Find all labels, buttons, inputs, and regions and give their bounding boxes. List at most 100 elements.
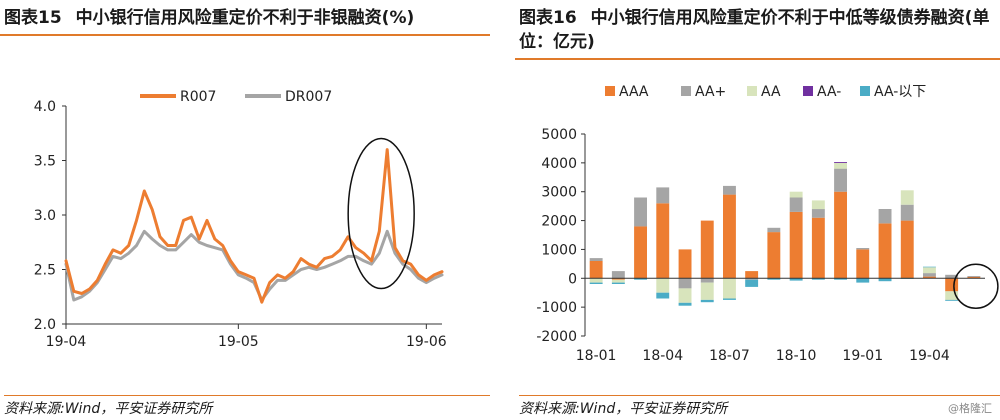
interbank-rate-line-chart: 2.0 2.5 3.0 3.5 4.0 19-04 19-05 19-06 R007 DR007 — [34, 89, 447, 350]
y-tick-label: 2000 — [541, 214, 577, 230]
x-tick-label: 19-01 — [842, 348, 883, 364]
bar-segment-18-08 — [745, 271, 759, 279]
bar-segment-18-04 — [656, 203, 670, 279]
bar-segment-19-04 — [923, 276, 936, 279]
bar-segment-18-12 — [834, 162, 847, 169]
bar-segment-18-05 — [678, 302, 692, 306]
legend-swatch-1 — [681, 86, 691, 96]
x-tick-label: 18-01 — [576, 348, 617, 364]
bar-segment-18-06 — [700, 299, 714, 303]
bar-segment-18-06 — [700, 278, 714, 283]
bar-segment-18-07 — [723, 278, 736, 299]
bar-segment-18-02 — [611, 279, 625, 283]
legend-label-dr007: DR007 — [285, 89, 332, 105]
bar-segment-19-02 — [878, 278, 892, 282]
figure-16-panel: 图表16 中小银行信用风险重定价不利于中低等级债券融资(单位：亿元) -2000-… — [515, 0, 1000, 420]
y-tick-label: 2.5 — [34, 263, 56, 279]
legend-swatch-3 — [803, 86, 813, 96]
bar-segment-19-01 — [856, 249, 870, 279]
y-tick-label: 3.0 — [34, 208, 56, 224]
bar-segment-18-12 — [834, 278, 847, 280]
figure-15-panel: 图表15 中小银行信用风险重定价不利于非银融资(%) 2.0 2.5 3.0 3.5 4.… — [0, 0, 490, 420]
x-tick-label: 18-10 — [776, 348, 817, 364]
bar-segment-19-04 — [923, 267, 936, 274]
figure-16-title: 图表16 中小银行信用风险重定价不利于中低等级债券融资(单位：亿元) — [515, 0, 1000, 60]
figure-15-title-text: 中小银行信用风险重定价不利于非银融资(%) — [75, 8, 415, 28]
bar-segment-18-08 — [745, 279, 759, 287]
bar-segment-18-05 — [678, 278, 692, 289]
y-tick-label: 5000 — [541, 127, 577, 143]
x-tick-label: 19-04 — [46, 334, 87, 350]
series-line-dr007 — [64, 229, 444, 302]
y-tick-label: 3.5 — [34, 154, 56, 170]
x-tick-label: 19-06 — [406, 334, 447, 350]
series-line-r007 — [64, 148, 444, 304]
legend-swatch-4 — [860, 86, 870, 96]
bar-segment-18-10 — [789, 197, 803, 212]
bar-segment-18-04 — [656, 187, 670, 204]
bar-segment-19-03 — [900, 220, 914, 279]
bar-segment-18-09 — [767, 232, 781, 279]
bar-segment-18-06 — [700, 220, 714, 279]
x-tick-label: 19-05 — [218, 334, 259, 350]
y-tick-label: 4.0 — [34, 99, 56, 115]
bar-segment-19-02 — [878, 209, 892, 224]
bar-segment-19-06 — [967, 276, 981, 277]
figure-15-title: 图表15 中小银行信用风险重定价不利于非银融资(%) — [0, 0, 490, 36]
figure-15-number: 图表15 — [4, 8, 62, 28]
bar-segment-18-12 — [834, 168, 847, 192]
x-tick-label: 18-07 — [709, 348, 750, 364]
y-tick-label: 3000 — [541, 185, 577, 201]
figure-16-title-text: 中小银行信用风险重定价不利于中低等级债券融资(单位：亿元) — [519, 8, 990, 52]
bar-segment-18-07 — [723, 298, 736, 300]
bar-segment-19-03 — [900, 190, 914, 205]
legend-swatch-2 — [747, 86, 757, 96]
bar-segment-19-02 — [878, 223, 892, 279]
bar-segment-19-05 — [945, 299, 959, 301]
legend-label-3: AA- — [817, 84, 841, 100]
bar-segment-18-12 — [834, 191, 847, 279]
bar-segment-19-05 — [945, 274, 959, 279]
bar-segment-18-11 — [811, 278, 825, 280]
bar-segment-18-02 — [611, 278, 625, 280]
bar-segment-19-01 — [856, 278, 870, 283]
bar-segment-18-01 — [589, 258, 603, 261]
x-tick-label: 19-04 — [909, 348, 950, 364]
bar-segment-18-06 — [700, 282, 714, 300]
bar-segment-18-02 — [611, 282, 625, 284]
bar-segment-18-11 — [811, 209, 825, 218]
x-tick-label: 18-04 — [642, 348, 683, 364]
annotation-ellipse — [347, 137, 415, 290]
bar-segment-18-12 — [834, 162, 847, 163]
bar-segment-18-01 — [589, 261, 603, 279]
y-tick-label: 1000 — [541, 242, 577, 258]
bar-segment-18-07 — [723, 194, 736, 279]
legend-label-0: AAA — [619, 84, 649, 100]
bar-segment-18-03 — [634, 278, 647, 280]
y-tick-label: 2.0 — [34, 317, 56, 333]
bar-segment-18-09 — [767, 278, 781, 280]
legend-swatch-0 — [605, 86, 615, 96]
y-tick-label: 0 — [568, 271, 577, 287]
y-tick-label: -2000 — [536, 329, 577, 345]
bar-segment-18-10 — [789, 278, 803, 281]
legend-label-4: AA-以下 — [874, 84, 926, 100]
bar-segment-18-08 — [745, 278, 759, 280]
bar-segment-18-01 — [589, 278, 603, 283]
legend-label-1: AA+ — [695, 84, 726, 100]
figure-16-source: 资料来源:Wind，平安证券研究所 — [519, 395, 1000, 418]
figure-16-number: 图表16 — [519, 8, 577, 28]
bar-segment-18-03 — [634, 226, 647, 279]
bar-segment-18-04 — [656, 278, 670, 293]
legend-label-r007: R007 — [180, 89, 216, 105]
bar-segment-18-10 — [789, 211, 803, 279]
bond-financing-bar-chart: -2000 -1000 0 1000 2000 3000 4000 5000 18-01 18-0… — [536, 84, 999, 364]
bar-segment-18-03 — [634, 197, 647, 227]
annotation-circle — [953, 263, 999, 310]
bar-segment-19-04 — [923, 273, 936, 277]
bar-segment-18-04 — [656, 292, 670, 299]
figure-15-source: 资料来源:Wind，平安证券研究所 — [4, 395, 490, 418]
y-tick-label: 4000 — [541, 156, 577, 172]
bar-segment-18-02 — [611, 271, 625, 279]
bar-segment-18-11 — [811, 217, 825, 279]
